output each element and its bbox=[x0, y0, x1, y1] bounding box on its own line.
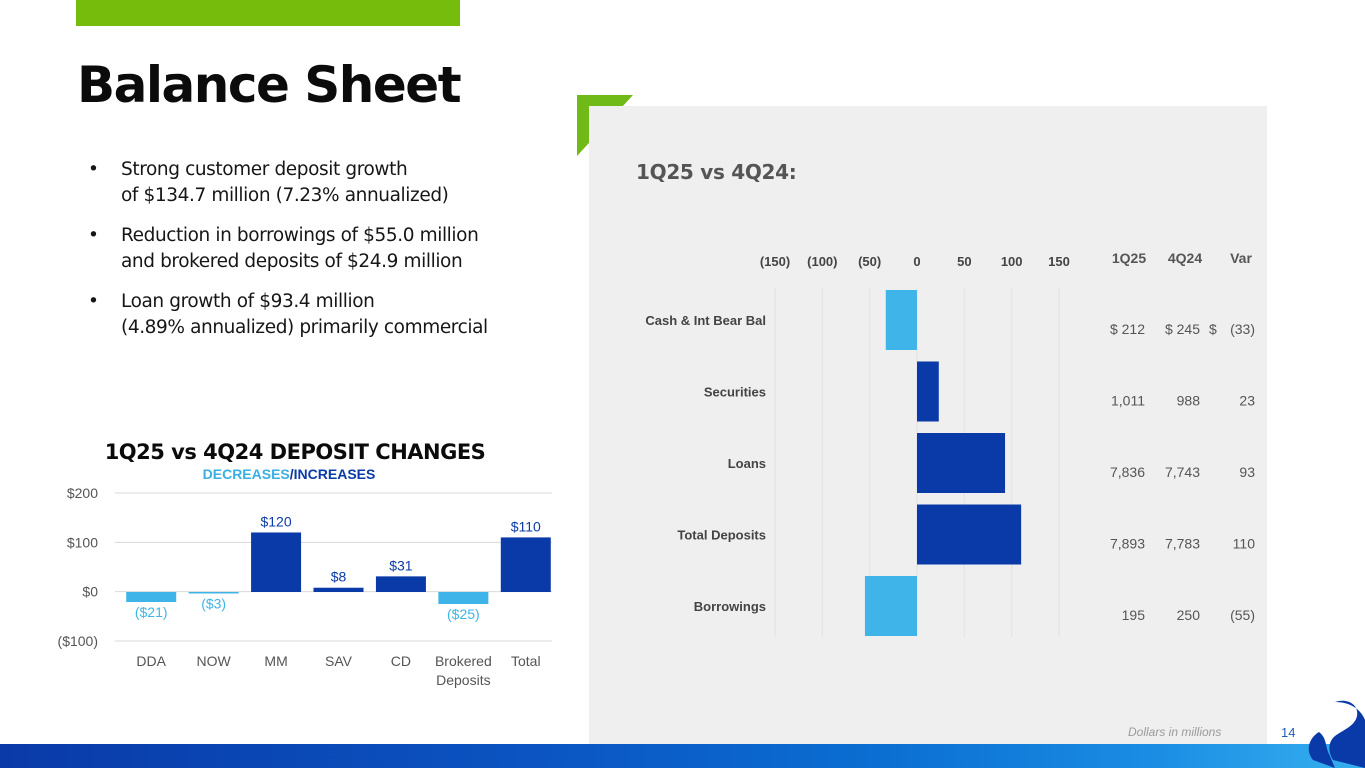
bullet-line: Loan growth of $93.4 million bbox=[121, 291, 375, 312]
category-label: Securities bbox=[704, 385, 766, 400]
table-header: Var bbox=[1230, 250, 1252, 266]
x-tick-label: 100 bbox=[1001, 254, 1023, 269]
balance-variance-chart: (150) (100) (50) 0 50 100 150 1Q25 4Q24 Var Cash &… bbox=[645, 250, 1256, 637]
deposit-bar bbox=[251, 532, 302, 592]
x-tick-label: 50 bbox=[957, 254, 971, 269]
subtitle-separator: / bbox=[289, 466, 294, 482]
y-tick-label: ($100) bbox=[58, 633, 98, 649]
brand-logo-icon bbox=[1308, 700, 1365, 768]
variance-bar bbox=[917, 433, 1006, 493]
cell-var: (55) bbox=[1230, 607, 1255, 623]
variance-bar bbox=[864, 576, 917, 636]
data-label: ($3) bbox=[201, 596, 226, 612]
y-tick-label: $200 bbox=[67, 485, 98, 501]
table-header: 1Q25 bbox=[1112, 250, 1146, 266]
deposit-bar bbox=[500, 537, 551, 592]
subtitle-decreases: DECREASES bbox=[202, 466, 290, 482]
cell-1q25: 7,836 bbox=[1110, 464, 1145, 480]
cell-4q24: $ 245 bbox=[1165, 321, 1200, 337]
category-label: Total Deposits bbox=[677, 528, 766, 543]
cell-currency: $ bbox=[1209, 321, 1217, 337]
subtitle-increases: INCREASES bbox=[293, 466, 376, 482]
cell-var: 110 bbox=[1233, 536, 1256, 552]
bullet-marker: • bbox=[88, 159, 99, 180]
page-title: Balance Sheet bbox=[77, 56, 462, 114]
bullet-item: • Loan growth of $93.4 million (4.89% an… bbox=[88, 289, 548, 341]
cell-1q25: 7,893 bbox=[1110, 536, 1145, 552]
y-tick-label: $0 bbox=[82, 584, 98, 600]
x-tick-label: NOW bbox=[197, 653, 232, 669]
data-label: $31 bbox=[389, 557, 413, 573]
variance-bar bbox=[917, 361, 939, 422]
bullet-line: (4.89% annualized) primarily commercial bbox=[121, 317, 488, 338]
x-tick-label: MM bbox=[264, 653, 287, 669]
cell-4q24: 250 bbox=[1177, 607, 1201, 623]
category-label: Borrowings bbox=[694, 599, 766, 614]
data-label: $110 bbox=[511, 518, 541, 534]
data-label: ($21) bbox=[135, 604, 168, 620]
deposit-bar bbox=[438, 592, 489, 604]
x-tick-label: Deposits bbox=[436, 672, 490, 688]
data-label: $8 bbox=[331, 569, 347, 585]
x-tick-label: (150) bbox=[760, 254, 790, 269]
x-tick-label: Total bbox=[511, 653, 541, 669]
x-tick-label: Brokered bbox=[435, 653, 492, 669]
x-tick-label: CD bbox=[391, 653, 411, 669]
category-label: Loans bbox=[728, 456, 766, 471]
cell-var: (33) bbox=[1230, 321, 1255, 337]
bullet-item: • Reduction in borrowings of $55.0 milli… bbox=[88, 223, 548, 275]
variance-bar bbox=[917, 504, 1022, 565]
accent-bar bbox=[76, 0, 460, 26]
data-label: $120 bbox=[260, 513, 291, 529]
variance-bar bbox=[885, 290, 917, 350]
bullet-marker: • bbox=[88, 225, 99, 246]
deposit-bar bbox=[313, 587, 364, 592]
cell-var: 93 bbox=[1239, 464, 1255, 480]
x-tick-label: (50) bbox=[858, 254, 881, 269]
cell-4q24: 7,743 bbox=[1165, 464, 1200, 480]
x-tick-label: SAV bbox=[325, 653, 353, 669]
x-tick-label: DDA bbox=[136, 653, 166, 669]
category-label: Cash & Int Bear Bal bbox=[645, 313, 766, 328]
table-header: 4Q24 bbox=[1168, 250, 1202, 266]
bullet-marker: • bbox=[88, 291, 99, 312]
x-tick-label: 150 bbox=[1048, 254, 1070, 269]
x-tick-label: (100) bbox=[807, 254, 837, 269]
cell-4q24: 988 bbox=[1177, 393, 1201, 409]
cell-1q25: 1,011 bbox=[1111, 393, 1145, 409]
deposit-bar bbox=[126, 592, 177, 603]
variance-panel bbox=[589, 106, 1267, 746]
y-tick-label: $100 bbox=[67, 534, 98, 550]
cell-1q25: 195 bbox=[1122, 607, 1146, 623]
cell-1q25: $ 212 bbox=[1110, 321, 1145, 337]
variance-panel-title: 1Q25 vs 4Q24: bbox=[636, 160, 797, 184]
page-number: 14 bbox=[1281, 725, 1296, 740]
bullet-line: of $134.7 million (7.23% annualized) bbox=[121, 185, 449, 206]
bullet-line: Reduction in borrowings of $55.0 million bbox=[121, 225, 479, 246]
deposit-changes-chart: $200 $100 $0 ($100) ($21) DDA ($3) NOW $120 MM $8 S… bbox=[58, 485, 552, 688]
footnote: Dollars in millions bbox=[1128, 725, 1222, 739]
bullet-line: and brokered deposits of $24.9 million bbox=[121, 251, 463, 272]
cell-var: 23 bbox=[1239, 393, 1255, 409]
bullet-list: • Strong customer deposit growth of $134… bbox=[88, 157, 548, 355]
bullet-item: • Strong customer deposit growth of $134… bbox=[88, 157, 548, 209]
deposit-chart-subtitle: DECREASES/INCREASES bbox=[60, 466, 518, 482]
data-label: ($25) bbox=[447, 606, 480, 622]
footer-band bbox=[0, 744, 1365, 768]
deposit-bar bbox=[375, 576, 426, 592]
deposit-chart-title: 1Q25 vs 4Q24 DEPOSIT CHANGES bbox=[104, 440, 486, 464]
cell-4q24: 7,783 bbox=[1165, 536, 1200, 552]
bullet-line: Strong customer deposit growth bbox=[121, 159, 408, 180]
x-tick-label: 0 bbox=[913, 254, 920, 269]
deposit-bar bbox=[188, 592, 239, 594]
